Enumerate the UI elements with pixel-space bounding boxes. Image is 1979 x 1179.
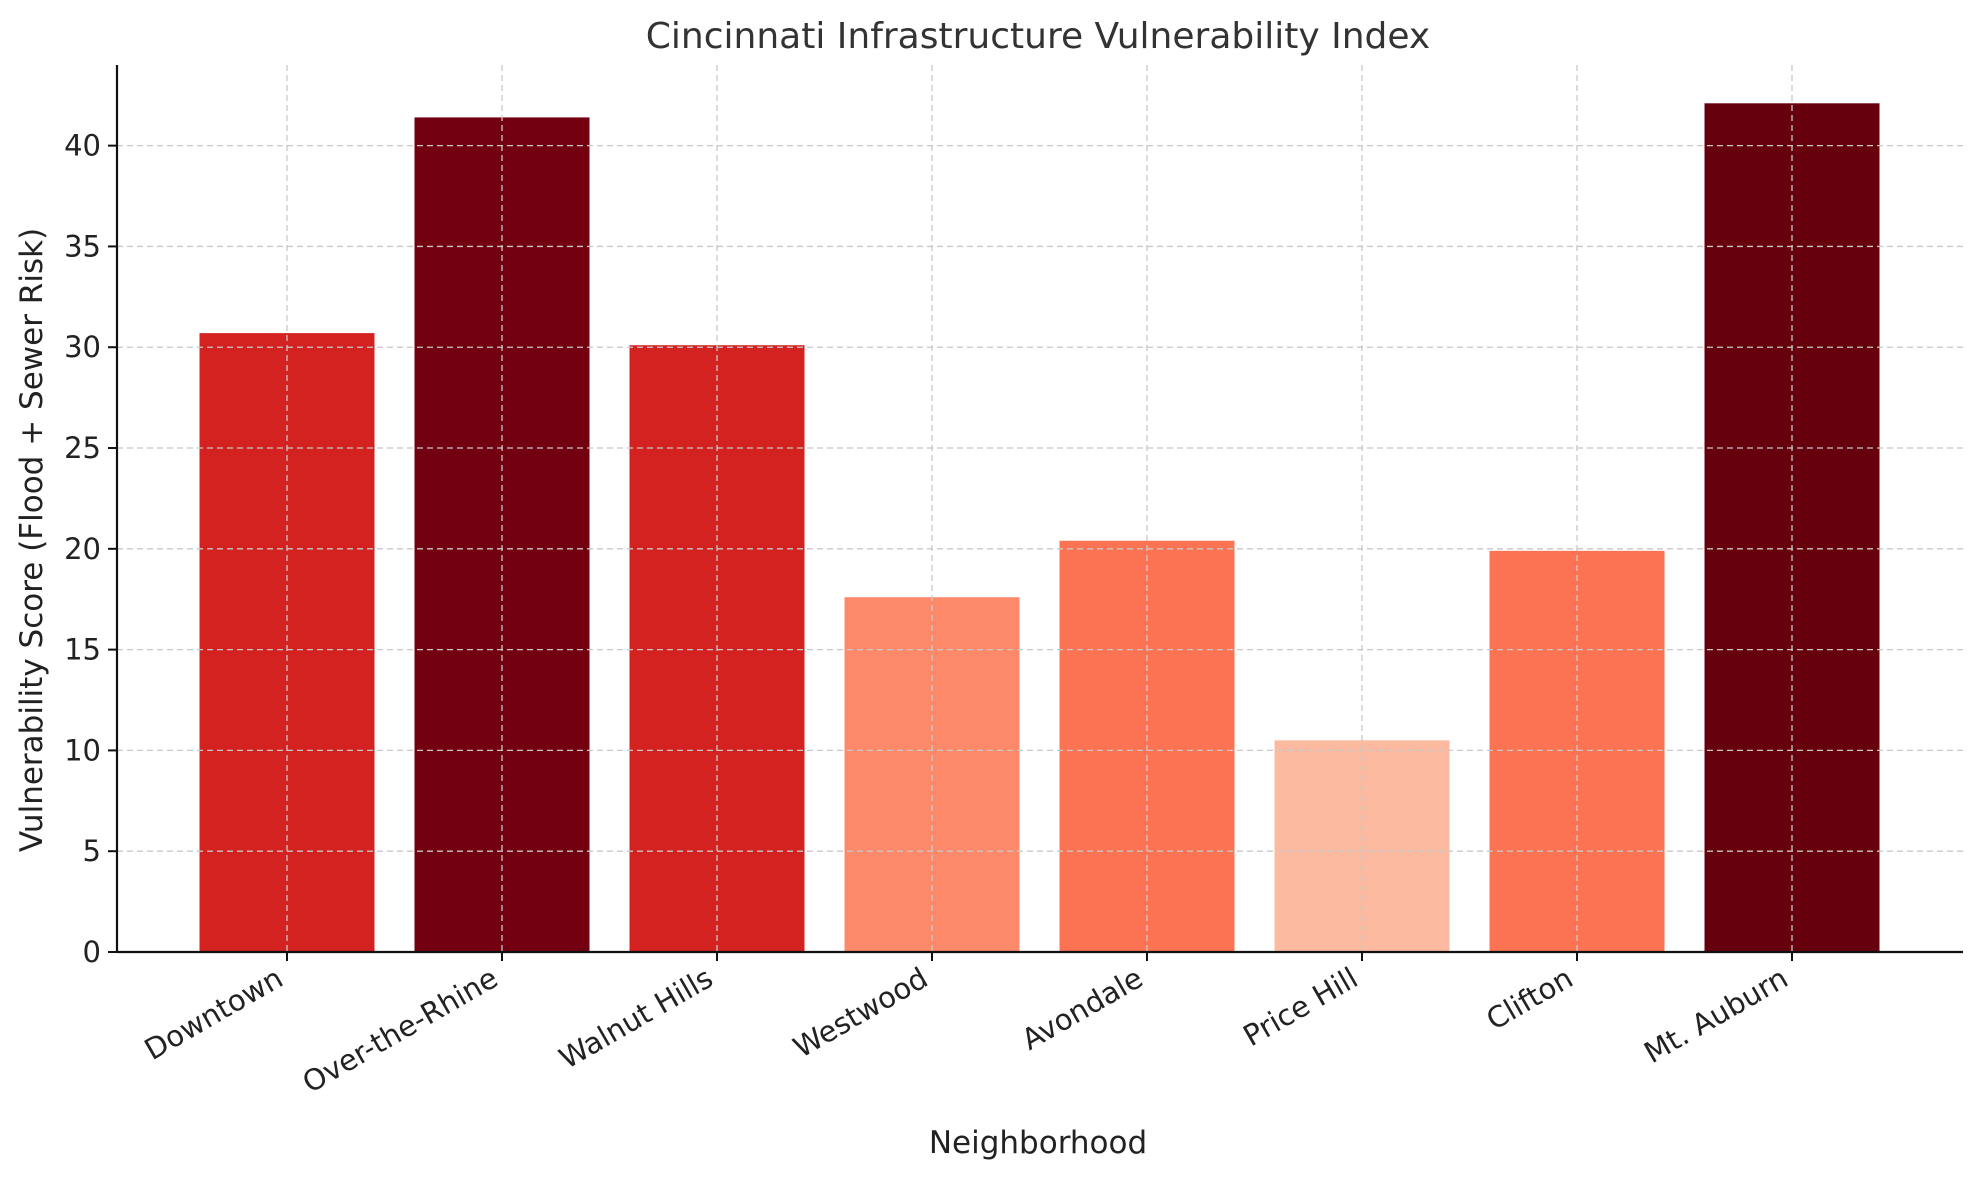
y-tick-label: 15 bbox=[64, 633, 101, 667]
y-tick-label: 20 bbox=[64, 532, 101, 566]
y-tick-label: 0 bbox=[83, 935, 101, 969]
x-tick-label: Avondale bbox=[1016, 961, 1149, 1057]
y-tick-label: 10 bbox=[64, 733, 101, 767]
grid-layer bbox=[117, 65, 1963, 952]
x-tick-label: Price Hill bbox=[1237, 961, 1363, 1053]
x-tick-label: Downtown bbox=[139, 961, 289, 1067]
y-tick-label: 35 bbox=[64, 229, 101, 263]
axis-layer bbox=[108, 65, 1963, 961]
y-tick-label: 25 bbox=[64, 431, 101, 465]
y-tick-label: 40 bbox=[64, 129, 101, 163]
x-tick-label: Walnut Hills bbox=[553, 961, 718, 1076]
bar-layer bbox=[199, 103, 1880, 953]
x-axis-label: Neighborhood bbox=[929, 1125, 1147, 1161]
y-tick-label: 5 bbox=[83, 834, 101, 868]
chart-title: Cincinnati Infrastructure Vulnerability … bbox=[646, 16, 1430, 57]
x-tick-label: Mt. Auburn bbox=[1638, 961, 1793, 1070]
x-tick-label: Clifton bbox=[1480, 961, 1578, 1037]
y-tick-label: 30 bbox=[64, 330, 101, 364]
y-axis-label: Vulnerability Score (Flood + Sewer Risk) bbox=[14, 228, 50, 852]
x-tick-label: Westwood bbox=[788, 961, 934, 1065]
x-tick-label: Over-the-Rhine bbox=[297, 961, 504, 1100]
bar-clifton bbox=[1489, 550, 1665, 952]
